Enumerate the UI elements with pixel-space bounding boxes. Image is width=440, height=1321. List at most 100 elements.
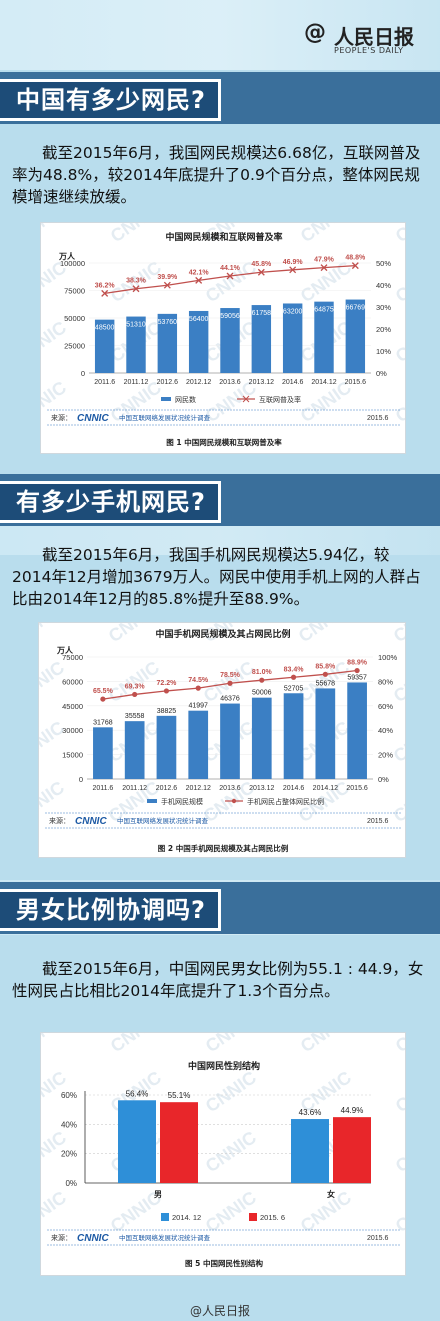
y-tick-label: 40% bbox=[61, 1120, 77, 1129]
bar-value-label: 64875 bbox=[314, 307, 334, 314]
brand-name: 人民日报 bbox=[334, 25, 414, 49]
section-paragraph: 截至2015年6月，我国网民规模达6.68亿，互联网普及率为48.8%，较201… bbox=[12, 144, 421, 206]
chart-card-internet-users: CNNIC CNNIC CNNIC CNNIC CNNIC CNNIC CNNIC CNNIC… bbox=[40, 222, 406, 454]
watermark: CNNIC bbox=[41, 1033, 70, 1056]
legend-swatch-2014 bbox=[161, 1213, 169, 1221]
watermark: CNNIC bbox=[392, 223, 406, 246]
bar-value-label: 35558 bbox=[125, 713, 145, 720]
bar-value-label: 66769 bbox=[346, 305, 366, 312]
x-tick-label: 男 bbox=[154, 1190, 162, 1199]
x-tick-label: 2013.12 bbox=[249, 379, 274, 386]
y-tick-label: 100000 bbox=[60, 259, 85, 268]
y-axis-unit: 万人 bbox=[58, 251, 76, 261]
figure-caption: 图 1 中国网民规模和互联网普及率 bbox=[166, 437, 282, 447]
x-tick-label: 2014.6 bbox=[282, 379, 304, 386]
x-tick-label: 2011.12 bbox=[124, 379, 149, 386]
bar bbox=[251, 697, 272, 779]
rate-point bbox=[290, 674, 297, 680]
watermark: CNNIC bbox=[390, 777, 406, 826]
chart-title: 中国手机网民规模及其占网民比例 bbox=[155, 628, 290, 640]
watermark: CNNIC bbox=[202, 1127, 260, 1176]
legend-label: 网民数 bbox=[175, 395, 196, 404]
rate-point bbox=[163, 281, 171, 289]
bar-value-label: 56.4% bbox=[126, 1089, 149, 1098]
source-date: 2015.6 bbox=[367, 818, 389, 825]
y-tick-label: 45000 bbox=[62, 702, 83, 711]
source-text: 中国互联网络发展状况统计调查 bbox=[119, 413, 211, 422]
bar bbox=[315, 688, 336, 779]
rate-point bbox=[354, 667, 360, 674]
y2-tick-label: 50% bbox=[376, 259, 391, 268]
footer-brand: @人民日报 bbox=[190, 1304, 251, 1318]
bar bbox=[291, 1119, 329, 1183]
legend-swatch-bars bbox=[161, 397, 171, 401]
bar-value-label: 63200 bbox=[283, 308, 303, 315]
rate-point bbox=[289, 266, 297, 274]
watermark: CNNIC bbox=[202, 1033, 260, 1056]
x-tick-label: 2014.6 bbox=[283, 785, 305, 792]
bar bbox=[126, 316, 146, 373]
chart-internet-users: CNNIC CNNIC CNNIC CNNIC CNNIC CNNIC CNNIC CNNIC… bbox=[41, 223, 406, 447]
bar bbox=[157, 313, 178, 373]
watermark: CNNIC bbox=[297, 1187, 355, 1236]
section-title: 有多少手机网民? bbox=[0, 481, 221, 523]
watermark: CNNIC bbox=[392, 1127, 406, 1176]
rate-label: 44.1% bbox=[220, 265, 241, 272]
rate-label: 42.1% bbox=[189, 269, 210, 276]
x-tick-label: 2012.6 bbox=[157, 379, 179, 386]
x-tick-label: 2011.12 bbox=[122, 785, 147, 792]
y-tick-label: 15000 bbox=[62, 751, 83, 760]
rate-label: 39.9% bbox=[157, 274, 178, 281]
source-label: 来源： bbox=[51, 1233, 72, 1242]
rate-point bbox=[320, 264, 328, 272]
y2-tick-label: 40% bbox=[378, 726, 393, 735]
bar bbox=[333, 1117, 371, 1183]
watermark: CNNIC bbox=[392, 1067, 406, 1116]
bar bbox=[220, 703, 240, 779]
watermark: CNNIC bbox=[41, 1187, 70, 1236]
legend-swatch-2015 bbox=[249, 1213, 257, 1221]
bar bbox=[347, 682, 367, 779]
figure-caption: 图 2 中国手机网民规模及其占网民比例 bbox=[158, 843, 289, 853]
rate-point bbox=[195, 685, 201, 691]
source-date: 2015.6 bbox=[367, 415, 389, 422]
bar bbox=[282, 303, 303, 373]
bar-value-label: 61758 bbox=[252, 310, 272, 317]
watermark: CNNIC bbox=[295, 623, 353, 646]
legend-swatch-bars bbox=[147, 799, 157, 803]
legend-label: 互联网普及率 bbox=[259, 395, 301, 404]
y2-tick-label: 20% bbox=[376, 325, 391, 334]
bar-value-label: 48500 bbox=[95, 325, 115, 332]
watermark: CNNIC bbox=[39, 623, 68, 646]
watermark: CNNIC bbox=[390, 623, 406, 646]
bar-value-label: 56400 bbox=[189, 316, 209, 323]
y2-tick-label: 40% bbox=[376, 281, 391, 290]
legend-label: 2015. 6 bbox=[260, 1213, 285, 1222]
y-tick-label: 75000 bbox=[62, 653, 83, 662]
bar-value-label: 31768 bbox=[93, 719, 113, 726]
rate-label: 65.5% bbox=[93, 688, 114, 695]
y2-tick-label: 100% bbox=[378, 653, 398, 662]
bar bbox=[160, 1102, 198, 1183]
watermark: CNNIC bbox=[107, 1033, 165, 1056]
bar bbox=[124, 721, 145, 779]
section-paragraph: 截至2015年6月，我国手机网民规模达5.94亿，较2014年12月增加3679… bbox=[12, 546, 421, 608]
watermark: CNNIC bbox=[105, 623, 163, 646]
x-tick-label: 2014.12 bbox=[311, 379, 336, 386]
x-tick-label: 女 bbox=[327, 1189, 335, 1199]
x-tick-label: 2011.6 bbox=[94, 379, 115, 386]
rate-label: 88.9% bbox=[347, 660, 368, 667]
bar bbox=[283, 693, 304, 779]
bar-value-label: 38825 bbox=[157, 708, 177, 715]
watermark: CNNIC bbox=[392, 1187, 406, 1236]
section-banner: 有多少手机网民? bbox=[0, 474, 440, 526]
x-tick-label: 2013.12 bbox=[249, 785, 274, 792]
rate-label: 85.8% bbox=[315, 663, 336, 670]
rate-point bbox=[259, 677, 265, 683]
x-tick-label: 2013.6 bbox=[219, 785, 241, 792]
rate-label: 38.3% bbox=[126, 278, 147, 285]
x-tick-label: 2015.6 bbox=[346, 785, 368, 792]
chart-title: 中国网民规模和互联网普及率 bbox=[165, 231, 282, 243]
source-text: 中国互联网络发展状况统计调查 bbox=[119, 1233, 211, 1242]
